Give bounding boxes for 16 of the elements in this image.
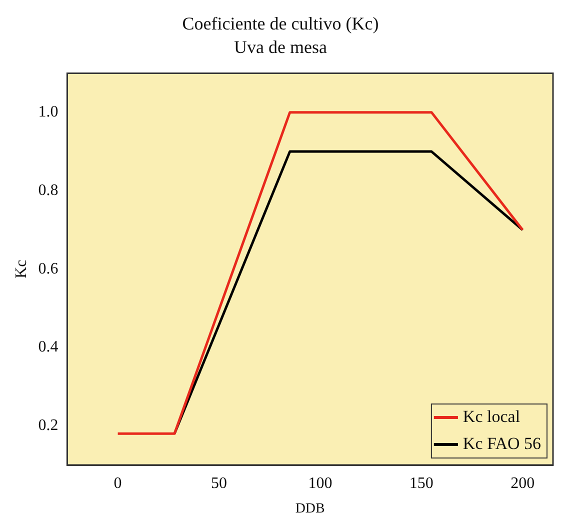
legend-label: Kc local <box>462 406 520 426</box>
x-tick-label: 50 <box>211 474 228 492</box>
y-tick-label: 0.2 <box>38 417 58 434</box>
x-tick-label: 200 <box>510 474 535 492</box>
y-axis-title: Kc <box>12 260 30 278</box>
legend-label: Kc FAO 56 <box>462 434 542 453</box>
y-tick-label: 0.8 <box>38 182 58 199</box>
x-tick-label: 150 <box>409 474 434 492</box>
chart-subtitle: Uva de mesa <box>234 37 327 58</box>
y-tick-label: 0.6 <box>38 260 58 278</box>
x-tick-label: 0 <box>114 474 122 492</box>
y-tick-label: 1.0 <box>38 104 58 121</box>
y-tick-label: 0.4 <box>38 338 58 356</box>
x-axis-title: DDB <box>295 501 325 516</box>
chart-title: Coeficiente de cultivo (Kc) <box>182 14 379 34</box>
x-tick-label: 100 <box>308 474 332 492</box>
